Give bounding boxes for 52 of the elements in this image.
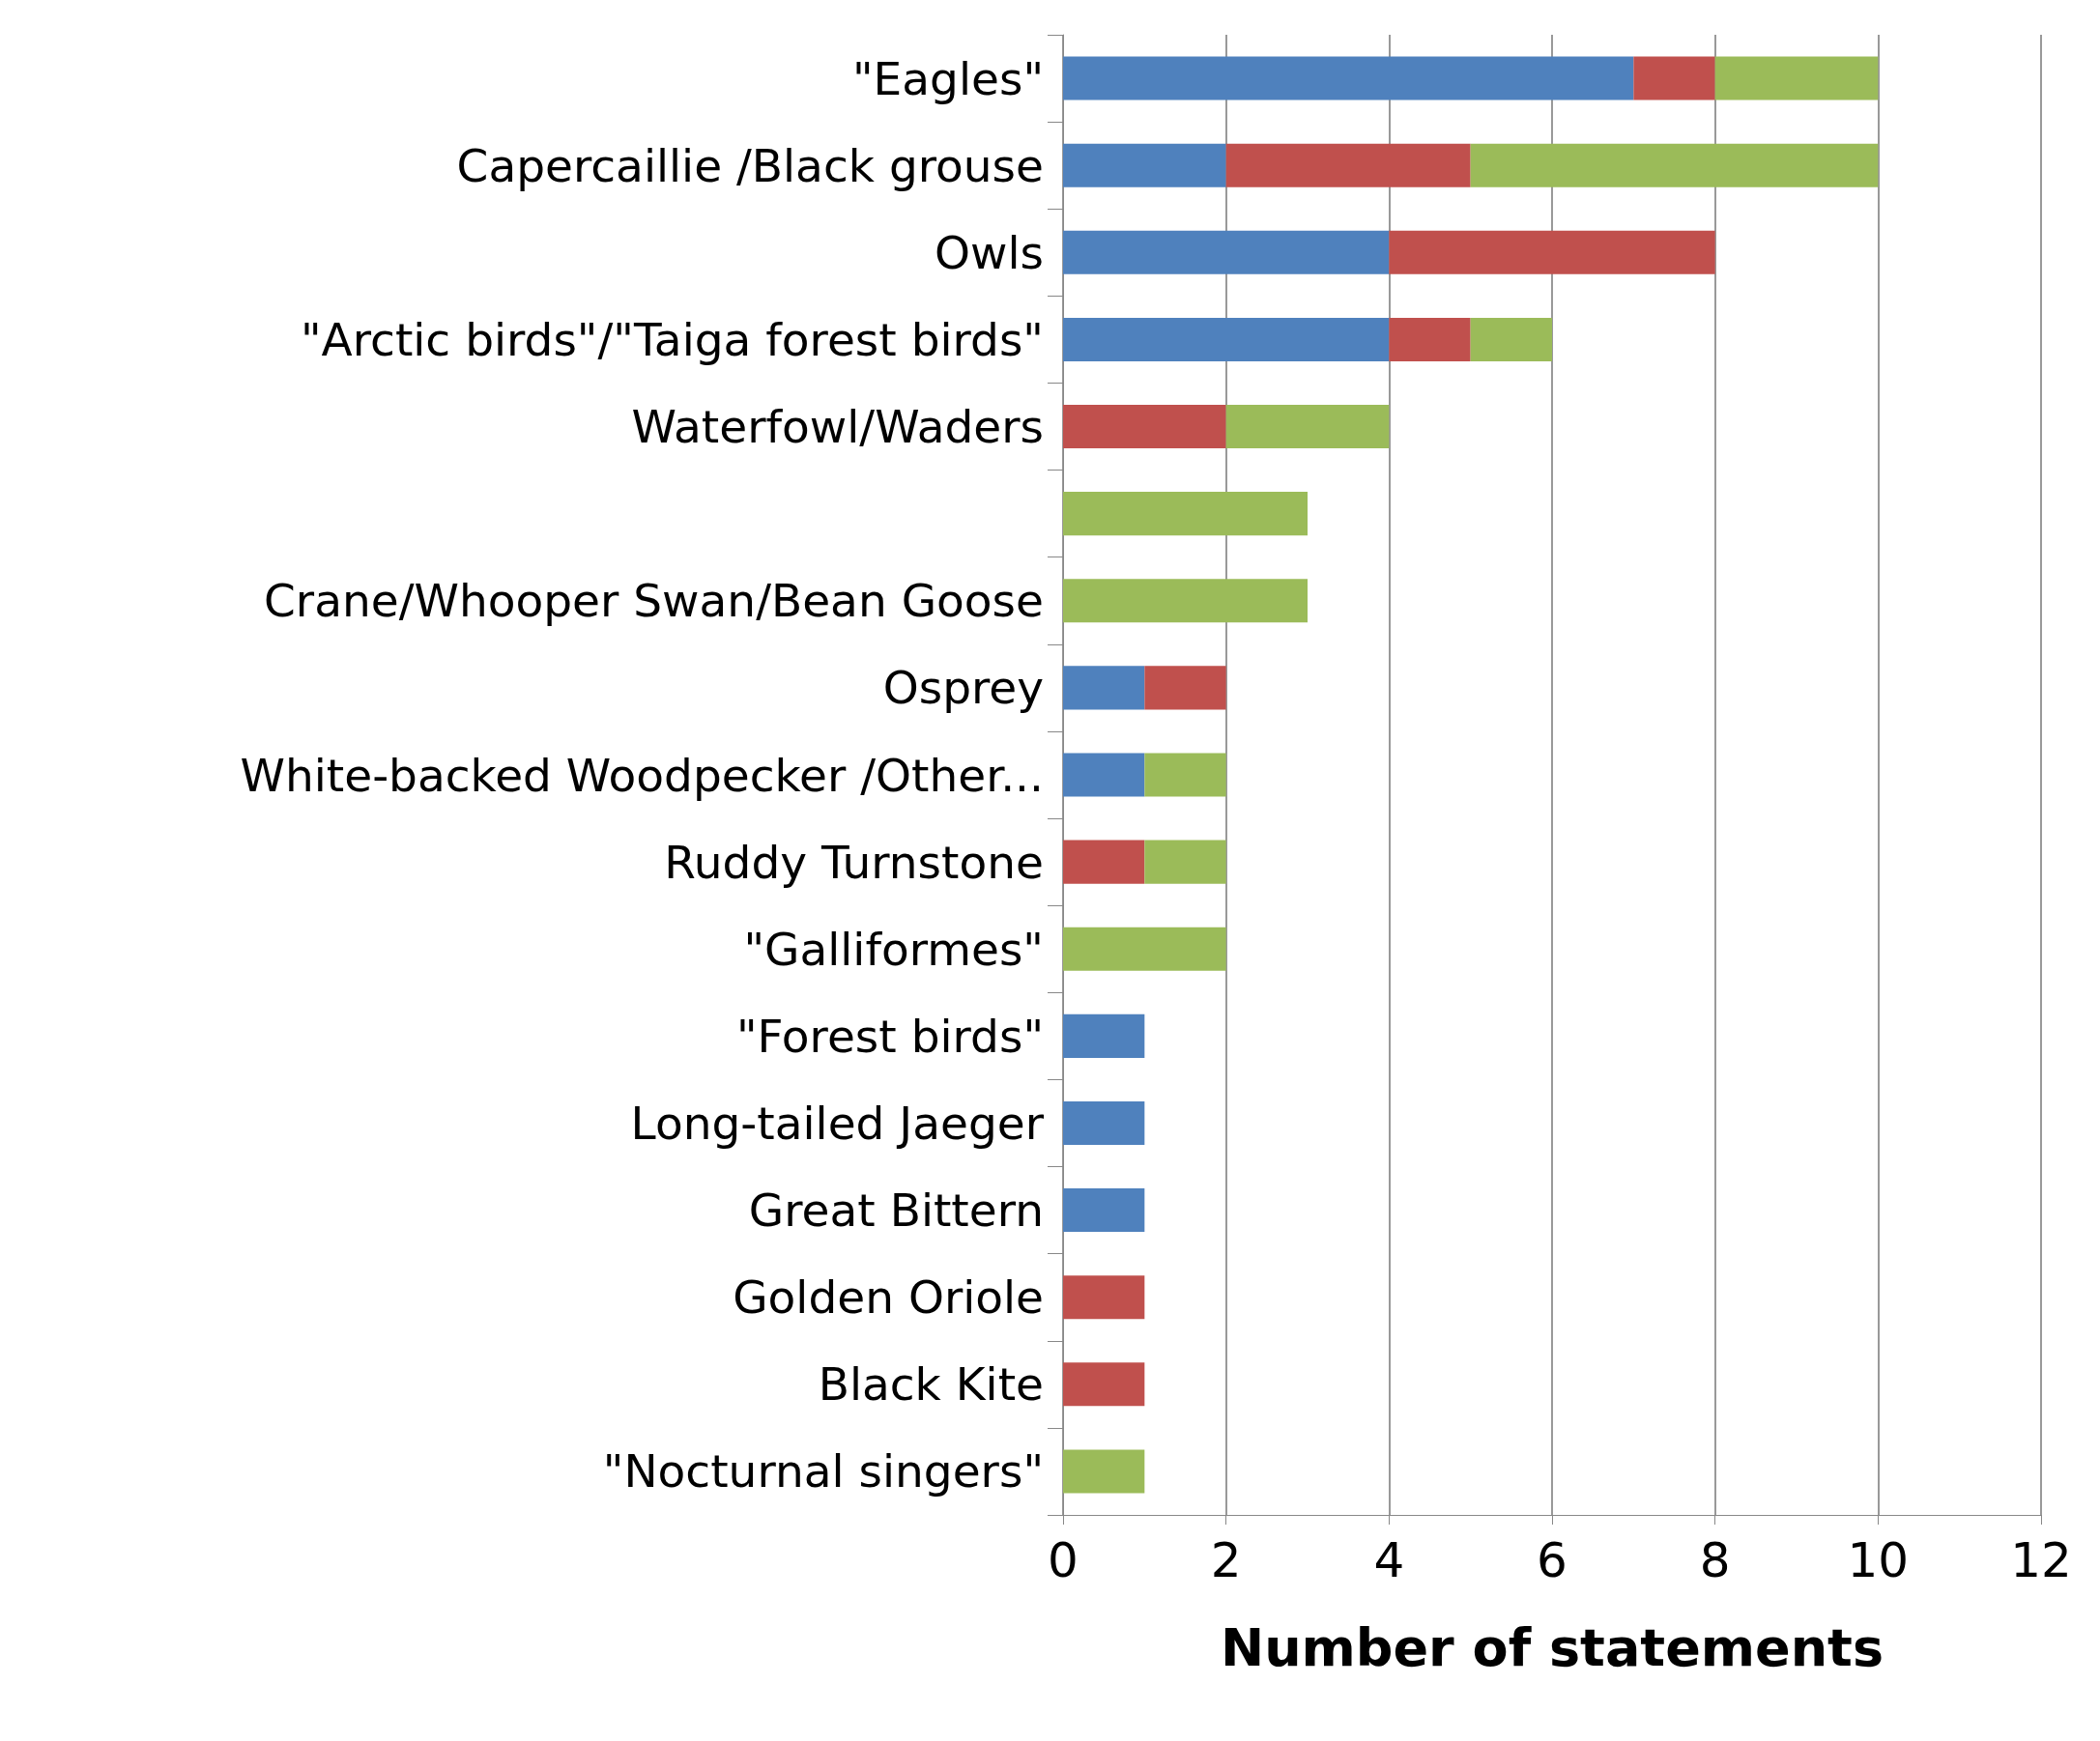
bar — [1063, 1188, 1145, 1233]
y-tick-label: Golden Oriole — [733, 1270, 1044, 1325]
bar — [1063, 56, 1634, 100]
x-tick-label: 4 — [1373, 1532, 1405, 1588]
bar — [1063, 753, 1145, 797]
bar — [1063, 666, 1145, 710]
bar — [1714, 56, 1879, 100]
bar — [1144, 666, 1226, 710]
y-tick-label: Osprey — [882, 661, 1044, 715]
bar — [1063, 405, 1226, 449]
bar — [1063, 143, 1226, 187]
bar — [1063, 230, 1390, 274]
y-tick-label: "Eagles" — [851, 51, 1044, 105]
bar — [1063, 840, 1145, 884]
x-axis-title: Number of statements — [1220, 1616, 1884, 1678]
y-tick-label: Long-tailed Jaeger — [630, 1096, 1045, 1150]
bar — [1144, 753, 1226, 797]
bar — [1389, 317, 1471, 361]
y-tick-label: Owls — [935, 225, 1044, 279]
y-tick-label: Waterfowl/Waders — [631, 400, 1044, 454]
y-tick-label: Black Kite — [818, 1357, 1044, 1412]
y-tick-label: Ruddy Turnstone — [664, 835, 1044, 889]
bar — [1063, 1362, 1145, 1407]
y-tick-label: White-backed Woodpecker /Other... — [240, 748, 1044, 802]
x-tick-label: 2 — [1210, 1532, 1242, 1588]
bar — [1063, 1013, 1145, 1058]
bar — [1470, 143, 1879, 187]
y-tick-label: "Nocturnal singers" — [602, 1444, 1044, 1498]
bar — [1063, 927, 1226, 971]
bar — [1633, 56, 1715, 100]
bar — [1225, 143, 1471, 187]
bar — [1470, 317, 1552, 361]
bar — [1063, 1100, 1145, 1145]
y-tick-label: "Forest birds" — [735, 1009, 1044, 1063]
x-tick-label: 0 — [1048, 1532, 1079, 1588]
x-tick-label: 8 — [1699, 1532, 1731, 1588]
bar — [1144, 840, 1226, 884]
x-tick-label: 10 — [1847, 1532, 1910, 1588]
bar — [1063, 1275, 1145, 1320]
bar — [1063, 317, 1390, 361]
y-tick-label: "Arctic birds"/"Taiga forest birds" — [300, 312, 1044, 366]
bar — [1225, 405, 1390, 449]
bar — [1389, 230, 1715, 274]
x-tick-label: 6 — [1537, 1532, 1568, 1588]
bar — [1063, 492, 1308, 536]
x-tick-label: 12 — [2010, 1532, 2072, 1588]
y-tick-label: Capercaillie /Black grouse — [456, 138, 1044, 192]
y-tick-label: Crane/Whooper Swan/Bean Goose — [264, 574, 1044, 628]
y-tick-label: Great Bittern — [748, 1184, 1044, 1238]
bar — [1063, 1449, 1145, 1494]
bar — [1063, 579, 1308, 623]
y-tick-label: "Galliformes" — [743, 922, 1044, 976]
